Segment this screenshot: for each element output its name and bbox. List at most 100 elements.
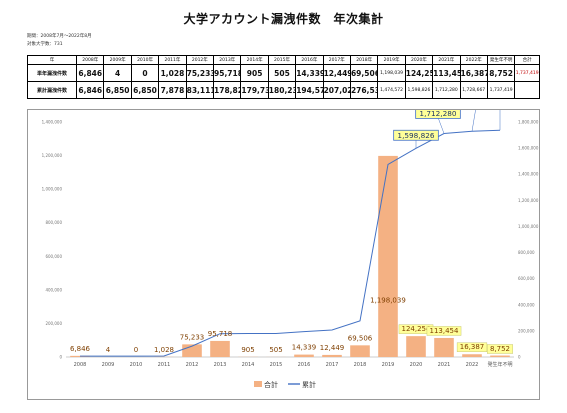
table-cell: 1,737,419: [486, 81, 516, 99]
table-row-cumulative: 累計漏洩件数6,8466,8506,8507,87883,111178,8291…: [26, 81, 540, 99]
cumulative-line: [80, 129, 501, 357]
right-tick-label: 800,000: [518, 250, 535, 255]
callout-label: 1,598,826: [397, 131, 434, 140]
callout-label: 1,712,280: [419, 110, 456, 118]
right-tick-label: 1,200,000: [518, 198, 539, 203]
table-cell: 194,578: [295, 81, 324, 99]
bar-label: 95,718: [208, 330, 233, 338]
table-cell: 0: [130, 64, 160, 82]
bar: [350, 345, 370, 357]
table-header-cell: 2013年: [213, 55, 242, 65]
table-corner-cell: 年: [26, 55, 78, 65]
x-tick-label: 2009: [102, 362, 115, 368]
bar: [294, 354, 314, 357]
x-tick-label: 2021: [438, 362, 451, 368]
table-cell: 69,506: [349, 64, 379, 82]
x-tick-label: 2018: [354, 362, 367, 368]
bar-label: 505: [269, 346, 282, 354]
bar-label: 905: [241, 346, 254, 354]
table-cell: 16,387: [459, 64, 488, 82]
legend-bar-label: 合計: [264, 380, 278, 389]
table-header-cell: 2017年: [322, 55, 351, 65]
table-cell: 178,829: [213, 81, 242, 99]
left-tick-label: 1,400,000: [42, 120, 63, 125]
table-row-single: 単年漏洩件数 6,846 4 0 1,028 75,233 95,718 905 505 14,3…: [26, 64, 540, 82]
x-tick-label: 2017: [326, 362, 339, 368]
table-row-label: 単年漏洩件数: [26, 64, 78, 82]
x-tick-label: 2020: [410, 362, 423, 368]
x-tick-label: 2013: [214, 362, 227, 368]
left-tick-label: 1,200,000: [42, 153, 63, 158]
bar-label: 1,028: [154, 346, 174, 354]
table-header-cell: 2018年: [349, 55, 379, 65]
table-cell: 1,728,667: [459, 81, 488, 99]
table-header-cell: 2015年: [267, 55, 297, 65]
callout-leader: [437, 117, 445, 134]
x-tick-label: 2012: [186, 362, 199, 368]
right-tick-label: 0: [518, 355, 521, 360]
x-tick-label: 発生年不明: [487, 361, 512, 368]
bar-label: 124,254: [402, 325, 431, 333]
bar-label: 1,198,039: [370, 297, 406, 305]
table-header-cell: 2016年: [295, 55, 324, 65]
table-header-cell: 2010年: [130, 55, 160, 65]
bar-label: 69,506: [348, 334, 373, 342]
right-tick-label: 1,600,000: [518, 146, 539, 151]
table-header-cell: 発生年不明: [486, 55, 516, 65]
table-cell: 12,449: [322, 64, 351, 82]
table-cell: 95,718: [213, 64, 242, 82]
combo-chart: 0 200,000 400,000 600,000 800,000 1,000,000 1,…: [42, 110, 539, 389]
table-cell: 6,846: [76, 64, 105, 82]
table-cell: 1,198,039: [377, 64, 406, 82]
table-row-label: 累計漏洩件数: [26, 81, 78, 99]
table-header-cell: 2019年: [377, 55, 406, 65]
bar: [210, 340, 230, 357]
table-cell: 207,027: [322, 81, 351, 99]
table-cell: 1,712,280: [432, 81, 461, 99]
bar: [434, 337, 454, 357]
bar: [322, 354, 342, 357]
right-tick-label: 1,400,000: [518, 172, 539, 177]
bar-label: 6,846: [70, 345, 91, 353]
table-cell: 505: [267, 64, 297, 82]
table-cell: 1,474,572: [377, 81, 406, 99]
left-tick-label: 600,000: [45, 254, 62, 259]
table-header-cell: 2020年: [404, 55, 434, 65]
bar-label: 0: [134, 346, 138, 354]
left-tick-label: 400,000: [45, 287, 62, 292]
bar-label: 4: [106, 346, 111, 354]
bar: [490, 355, 510, 357]
table-cell: 14,339: [295, 64, 324, 82]
left-tick-label: 800,000: [45, 220, 62, 225]
table-cell: 124,254: [404, 64, 434, 82]
callout-leader: [471, 110, 476, 132]
x-tick-label: 2011: [158, 362, 171, 368]
table-header-cell: 合計: [514, 55, 540, 65]
right-tick-label: 200,000: [518, 328, 535, 333]
bar: [378, 155, 398, 357]
table-header-cell: 2009年: [103, 55, 132, 65]
bar-label: 75,233: [180, 333, 205, 341]
chart-area: 0 200,000 400,000 600,000 800,000 1,000,000 1,…: [27, 109, 540, 400]
table-header-cell: 2008年: [76, 55, 105, 65]
table-cell: 1,028: [158, 64, 187, 82]
legend-line-label: 累計: [302, 380, 316, 389]
page-title: 大学アカウント漏洩件数 年次集計: [183, 12, 384, 26]
table-cell: 1,737,419: [514, 64, 540, 82]
table-header-cell: 2014年: [240, 55, 269, 65]
left-tick-label: 200,000: [45, 321, 62, 326]
period-text: 期間：2008年7月～2022年8月: [27, 34, 92, 39]
callout-box: [393, 129, 439, 141]
table-header-cell: 2011年: [158, 55, 187, 65]
table-header-cell: 2022年: [459, 55, 488, 65]
legend-bar-swatch: [254, 381, 262, 387]
table-cell: 276,533: [349, 81, 379, 99]
callout-box: [415, 110, 461, 119]
bar-label-box: [487, 344, 513, 354]
right-tick-label: 600,000: [518, 276, 535, 281]
table-cell: 83,111: [185, 81, 215, 99]
table-header-row: 年 2008年 2009年 2010年 2011年 2012年 2013年 2014年 2015…: [26, 55, 540, 65]
table-cell: 75,233: [185, 64, 215, 82]
bar-label-box: [456, 342, 488, 352]
right-tick-label: 400,000: [518, 302, 535, 307]
